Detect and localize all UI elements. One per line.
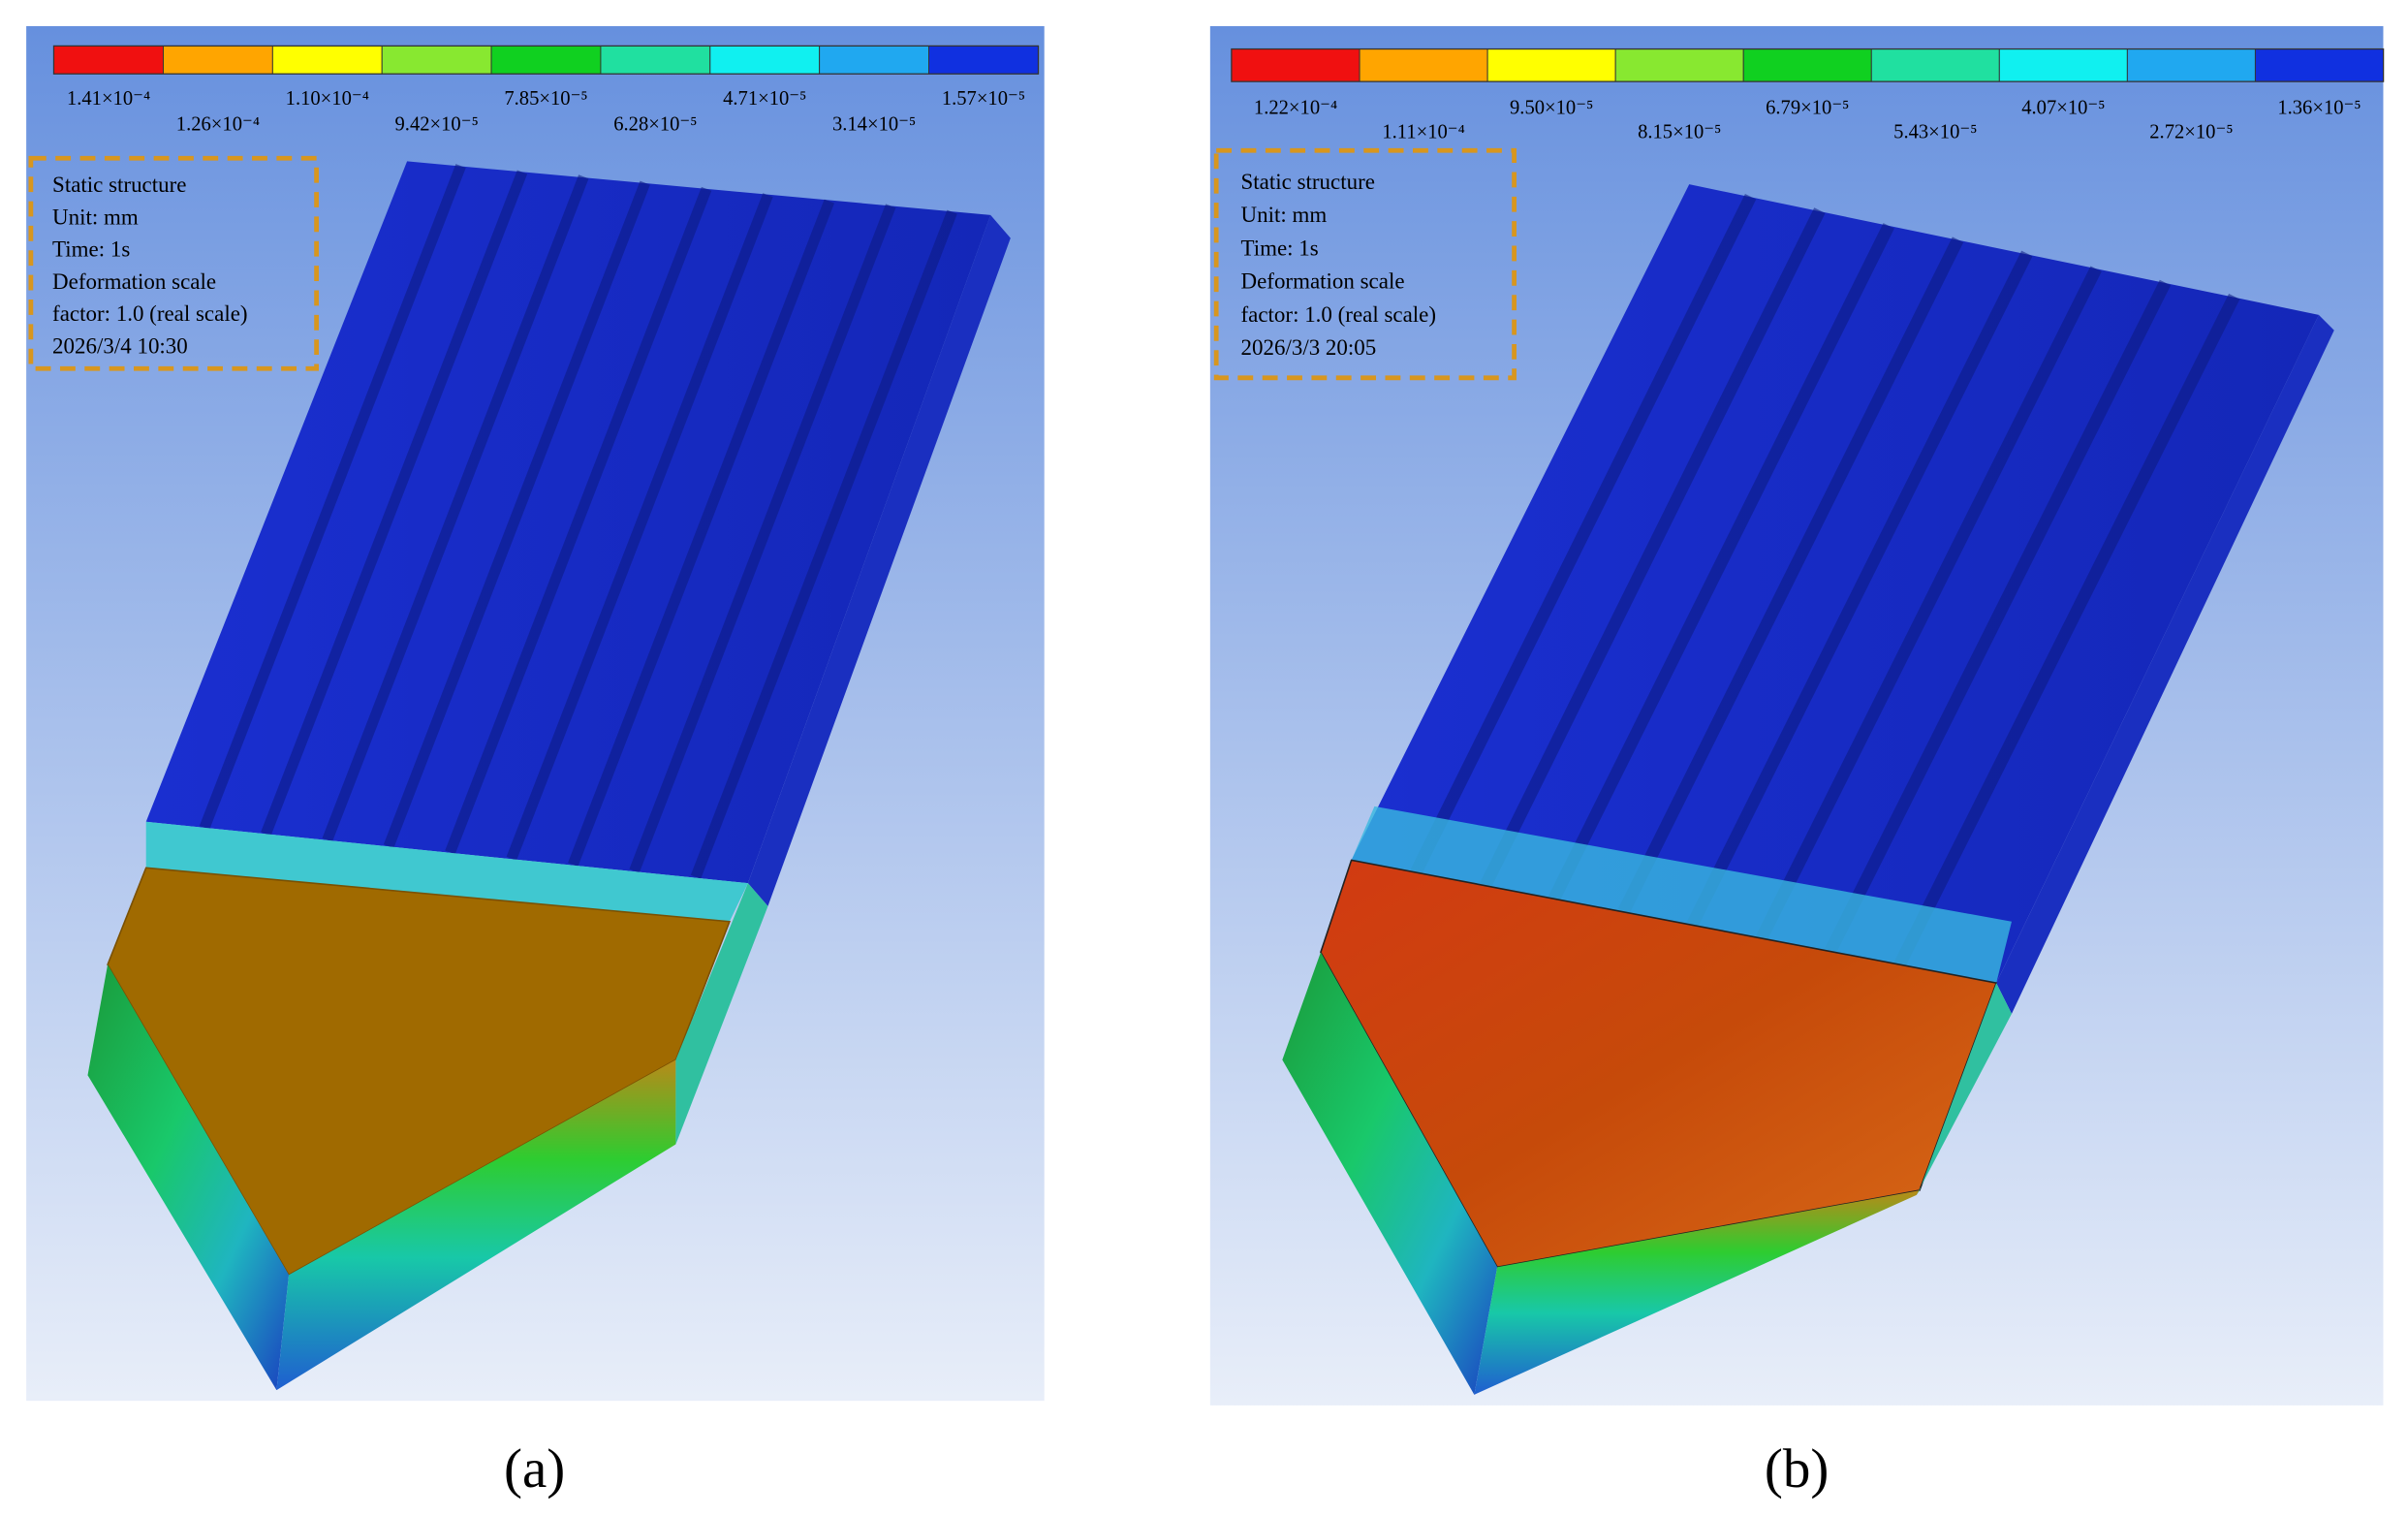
colorbar-segment [819,46,929,75]
transition [145,821,748,922]
info-line: factor: 1.0 (real scale) [1241,302,1437,327]
legend-label: 1.57×10⁻⁵ [942,88,1025,110]
legend-label: 9.50×10⁻⁵ [1510,97,1593,118]
info-line: 2026/3/4 10:30 [52,333,188,358]
colorbar-segment [1486,48,1616,82]
info-line: factor: 1.0 (real scale) [52,301,247,326]
legend-label: 1.11×10⁻⁴ [1382,122,1464,143]
colorbar-segment [490,46,602,75]
right-side [675,883,768,1145]
info-line: Static structure [52,173,186,197]
block-side [747,214,1011,906]
legend-label: 1.22×10⁻⁴ [1254,97,1337,118]
colorbar-segment [2126,48,2256,82]
panel-label: (b) [1765,1438,1829,1500]
colorbar-segment [1870,48,2000,82]
panel-label: (a) [504,1438,565,1500]
legend-label: 3.14×10⁻⁵ [832,114,916,136]
legend-label: 1.36×10⁻⁵ [2277,97,2361,118]
info-line: Unit: mm [1241,203,1328,227]
colorbar-segment [600,46,711,75]
block-top [1351,184,2319,984]
legend-label: 5.43×10⁻⁵ [1893,122,1977,143]
info-line: Static structure [1241,170,1375,194]
legend-label: 6.79×10⁻⁵ [1766,97,1849,118]
colorbar-segment [1614,48,1744,82]
bottom-side [276,1059,676,1391]
transition [1351,805,2012,984]
legend-label: 1.10×10⁻⁴ [286,88,369,110]
info-box [28,155,319,371]
legend-label: 1.26×10⁻⁴ [176,114,260,136]
colorbar-segment [1359,48,1488,82]
info-line: Unit: mm [52,205,139,229]
panel-a [26,25,1045,1402]
corrugation [199,164,957,879]
legend-label: 4.07×10⁻⁵ [2021,97,2105,118]
left-side [1282,952,1498,1395]
legend-label: 2.72×10⁻⁵ [2149,122,2233,143]
info-line: 2026/3/3 20:05 [1241,335,1377,360]
panel-b [1209,25,2385,1405]
legend-label: 7.85×10⁻⁵ [504,88,587,110]
info-box [1213,147,1517,381]
block-side [1996,314,2334,1014]
colorbar-segment [709,46,821,75]
colorbar-segment [1742,48,1872,82]
colorbar-segment [1231,48,1360,82]
legend-label: 8.15×10⁻⁵ [1638,122,1721,143]
colorbar-segment [163,46,273,75]
info-line: Deformation scale [1241,269,1405,294]
colorbar-segment [1998,48,2128,82]
bottom-side [1474,1190,1920,1395]
legend-label: 9.42×10⁻⁵ [395,114,479,136]
info-line: Time: 1s [1241,236,1319,260]
legend-label: 1.41×10⁻⁴ [67,88,150,110]
colorbar-segment [53,46,164,75]
legend-label: 6.28×10⁻⁵ [613,114,697,136]
colorbar-segment [271,46,383,75]
colorbar-segment [381,46,492,75]
legend-label: 4.71×10⁻⁵ [723,88,806,110]
left-side [87,964,290,1391]
info-line: Deformation scale [52,269,216,294]
right-side [1916,983,2012,1195]
colorbar-segment [928,46,1039,75]
info-line: Time: 1s [52,237,130,262]
corrugation [1410,194,2240,967]
colorbar-segment [2254,48,2384,82]
